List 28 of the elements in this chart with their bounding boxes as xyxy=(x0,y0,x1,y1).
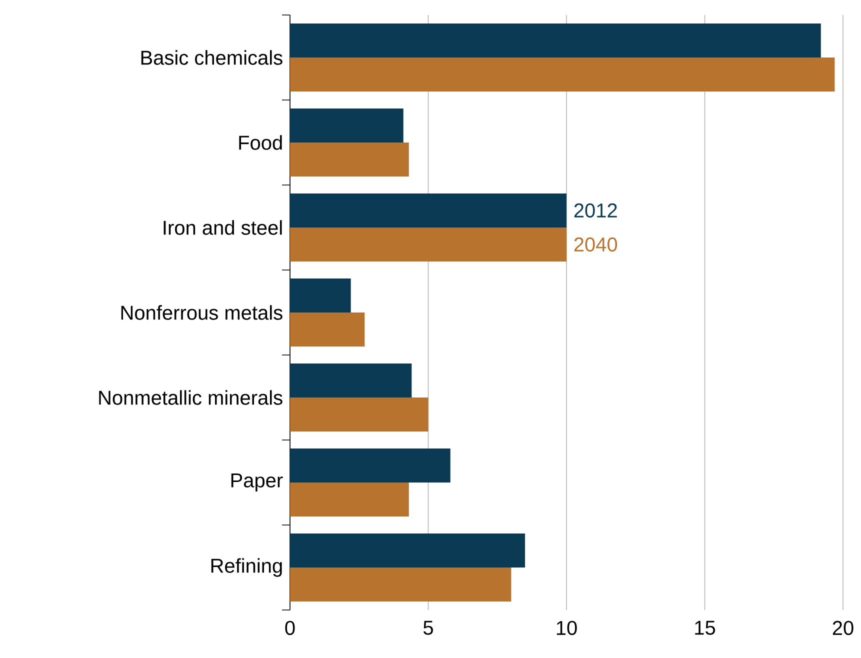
x-tick-label: 20 xyxy=(832,620,854,636)
x-tick-label: 0 xyxy=(285,620,295,636)
y-tick-label: Nonmetallic minerals xyxy=(99,390,282,405)
x-tick-label: 15 xyxy=(695,620,716,635)
y-tick-label: Food xyxy=(239,135,282,150)
bar xyxy=(290,228,566,262)
bar xyxy=(290,534,526,568)
bar xyxy=(290,58,835,92)
bar xyxy=(290,194,566,228)
y-tick-label: Basic chemicals xyxy=(141,50,282,65)
y-tick-label: Nonferrous metals xyxy=(121,305,282,320)
series-label: 2040 xyxy=(574,237,618,252)
bar xyxy=(290,448,450,483)
bar xyxy=(290,482,409,517)
series-label: 2012 xyxy=(574,203,617,218)
bar xyxy=(290,108,404,143)
bar xyxy=(290,398,428,432)
x-tick-label: 10 xyxy=(556,620,577,636)
y-tick-label: Refining xyxy=(211,558,282,577)
bar xyxy=(290,142,409,177)
bar xyxy=(290,24,821,58)
y-tick-label: Paper xyxy=(231,474,283,492)
bar xyxy=(290,364,412,398)
bar xyxy=(290,278,351,313)
bar xyxy=(290,312,365,347)
bar xyxy=(290,568,512,602)
x-tick-label: 5 xyxy=(423,620,433,635)
y-tick-label: Iron and steel xyxy=(164,220,282,235)
